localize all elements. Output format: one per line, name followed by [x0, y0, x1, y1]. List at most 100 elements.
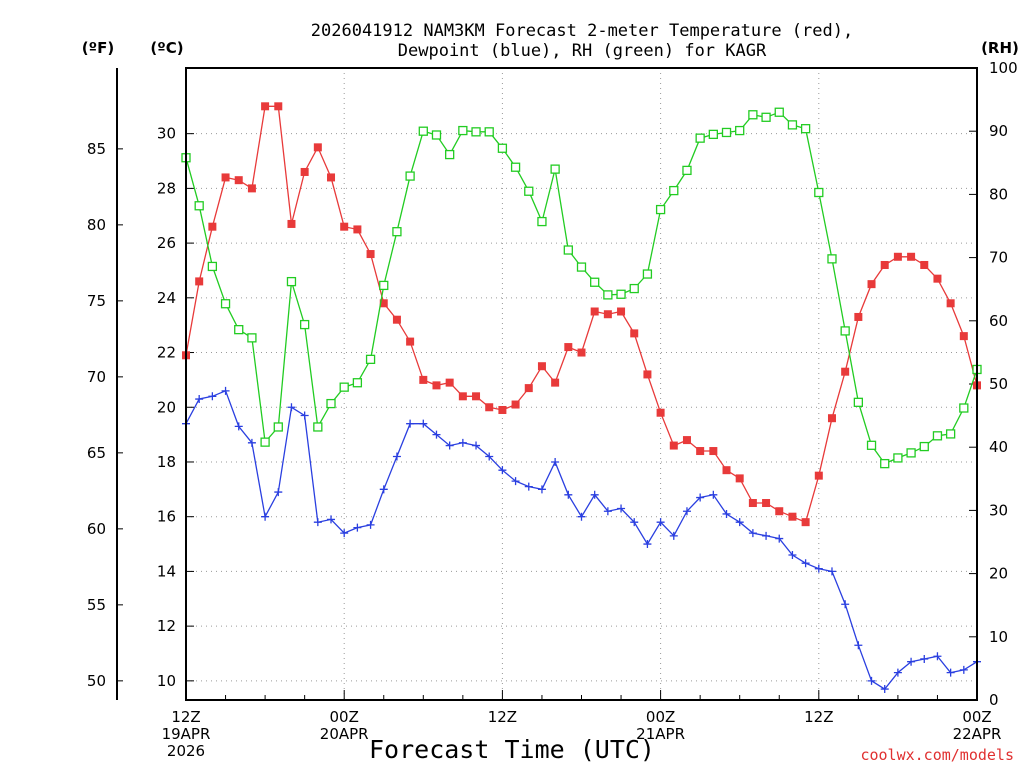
- data-point-marker: [577, 512, 586, 521]
- rh-tick-label: 10: [989, 628, 1008, 646]
- data-point-marker: [207, 261, 218, 272]
- data-point-marker: [392, 315, 401, 324]
- data-point-marker: [945, 429, 956, 439]
- data-point-marker: [366, 250, 375, 259]
- data-point-marker: [551, 378, 560, 387]
- data-point-marker: [709, 447, 718, 456]
- data-point-marker: [841, 367, 850, 376]
- data-point-marker: [406, 419, 415, 428]
- data-point-marker: [933, 652, 942, 661]
- data-point-marker: [208, 392, 217, 401]
- data-point-marker: [432, 430, 441, 439]
- data-point-marker: [854, 312, 863, 321]
- data-point-marker: [682, 165, 692, 176]
- data-point-marker: [920, 260, 929, 269]
- rh-tick-label: 40: [989, 438, 1008, 456]
- x-axis-label: Forecast Time (UTC): [369, 735, 655, 764]
- time-tick-label: 2026: [167, 742, 205, 760]
- data-point-marker: [510, 162, 521, 172]
- data-point-marker: [748, 499, 757, 508]
- data-point-marker: [339, 382, 349, 392]
- data-point-marker: [880, 260, 889, 269]
- celsius-tick-label: 22: [157, 344, 176, 362]
- data-point-marker: [234, 176, 243, 185]
- data-point-marker: [722, 466, 731, 475]
- data-point-marker: [247, 333, 257, 343]
- rh-series: [181, 107, 982, 469]
- data-point-marker: [880, 458, 890, 469]
- data-point-marker: [472, 392, 481, 401]
- data-point-marker: [590, 490, 599, 499]
- data-point-marker: [274, 488, 283, 497]
- data-point-marker: [933, 274, 942, 283]
- data-point-marker: [761, 112, 771, 122]
- rh-tick-label: 100: [989, 59, 1018, 77]
- fahrenheit-unit-label: (ºF): [82, 39, 114, 57]
- rh-tick-label: 70: [989, 249, 1008, 267]
- data-point-marker: [775, 507, 784, 516]
- data-point-marker: [313, 422, 323, 432]
- data-point-marker: [577, 348, 586, 357]
- rh-unit-label: (RH): [981, 39, 1019, 57]
- rh-tick-label: 20: [989, 565, 1008, 583]
- data-point-marker: [907, 657, 916, 666]
- data-point-marker: [906, 448, 916, 458]
- data-point-marker: [484, 127, 494, 137]
- rh-tick-label: 50: [989, 375, 1008, 393]
- data-point-marker: [695, 133, 705, 143]
- data-point-marker: [762, 499, 771, 508]
- data-point-marker: [696, 493, 705, 502]
- data-point-marker: [775, 534, 784, 543]
- data-point-marker: [419, 419, 428, 428]
- data-point-marker: [208, 222, 217, 231]
- data-point-marker: [656, 518, 665, 527]
- rh-tick-label: 0: [989, 691, 999, 709]
- celsius-tick-label: 12: [157, 617, 176, 635]
- data-point-marker: [814, 187, 824, 198]
- data-point-marker: [247, 184, 256, 193]
- data-point-marker: [352, 378, 363, 388]
- data-point-marker: [511, 400, 520, 409]
- data-point-marker: [524, 384, 533, 393]
- rh-tick-label: 90: [989, 122, 1008, 140]
- data-point-marker: [353, 523, 362, 532]
- data-point-marker: [841, 600, 850, 609]
- data-point-marker: [669, 531, 678, 540]
- data-point-marker: [445, 378, 454, 387]
- data-point-marker: [721, 127, 732, 138]
- celsius-tick-label: 28: [157, 179, 176, 197]
- data-point-marker: [445, 149, 455, 160]
- data-point-marker: [643, 540, 652, 549]
- data-point-marker: [893, 252, 902, 261]
- celsius-tick-label: 30: [157, 125, 176, 143]
- data-point-marker: [313, 518, 322, 527]
- series-line: [185, 111, 978, 465]
- data-point-marker: [471, 127, 481, 137]
- data-point-marker: [392, 452, 401, 461]
- rh-tick-label: 60: [989, 312, 1008, 330]
- data-point-marker: [774, 107, 784, 117]
- data-point-marker: [366, 520, 375, 529]
- fahrenheit-tick-label: 70: [87, 368, 106, 386]
- celsius-tick-label: 20: [157, 398, 176, 416]
- data-point-marker: [801, 559, 810, 568]
- data-point-marker: [814, 564, 823, 573]
- data-point-marker: [261, 102, 270, 111]
- data-point-marker: [617, 504, 626, 513]
- time-tick-label: 12Z: [804, 708, 833, 726]
- data-point-marker: [590, 307, 599, 316]
- data-point-marker: [524, 482, 533, 491]
- data-point-marker: [854, 641, 863, 650]
- time-tick-label: 00Z: [962, 708, 991, 726]
- data-point-marker: [617, 307, 626, 316]
- data-point-marker: [286, 276, 297, 287]
- credit-label: coolwx.com/models: [860, 746, 1014, 764]
- 2-meter-temperature-series: [182, 102, 981, 527]
- data-point-marker: [866, 440, 877, 450]
- celsius-tick-label: 26: [157, 234, 176, 252]
- data-point-marker: [537, 362, 546, 371]
- celsius-unit-label: (ºC): [150, 39, 183, 57]
- data-point-marker: [392, 227, 402, 237]
- time-tick-label: 22APR: [953, 725, 1002, 743]
- data-point-marker: [537, 216, 547, 227]
